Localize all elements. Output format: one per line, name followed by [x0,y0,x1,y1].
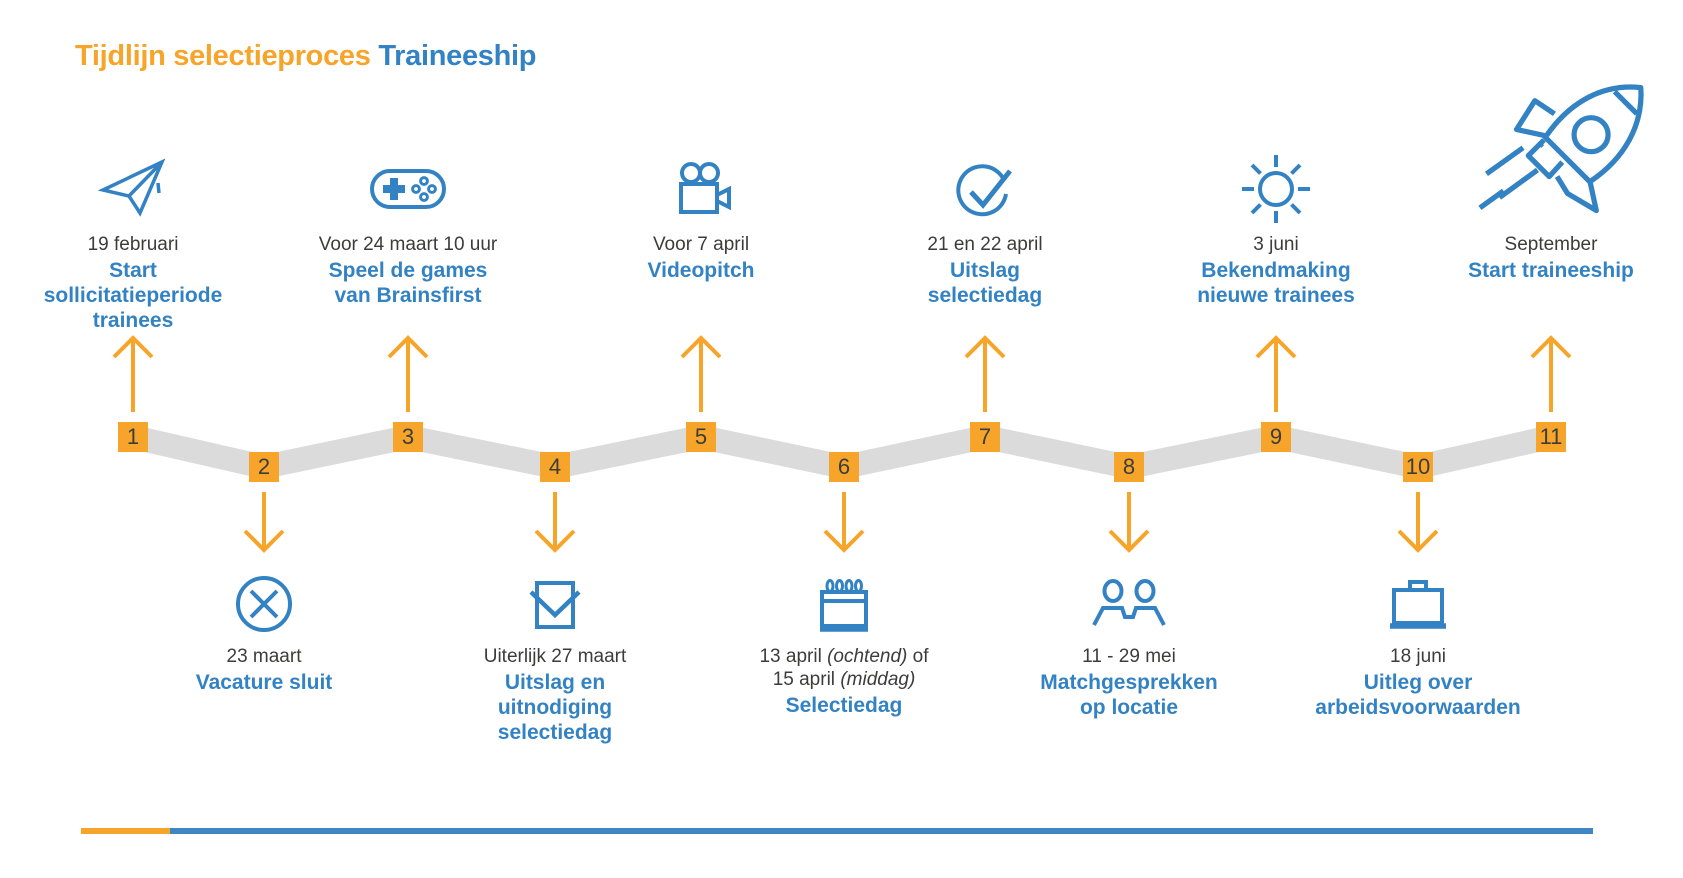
down-arrow-icon [1108,492,1150,553]
item-date: 21 en 22 april [927,234,1043,255]
item-date: 19 februari [87,234,179,255]
step-number-badge: 9 [1261,422,1291,452]
step-number-badge: 10 [1403,452,1433,482]
item-label: Selectiedag [785,694,903,717]
step-number-badge: 6 [829,452,859,482]
step-number-badge: 1 [118,422,148,452]
item-label: Start traineeship [1468,259,1634,282]
item-date: 23 maart [226,646,302,667]
item-date: 13 april (ochtend) of 15 april (middag) [759,646,929,690]
item-label: Speel de games van Brainsfirst [328,259,488,307]
page-title: Tijdlijn selectieproces Traineeship [75,40,537,73]
item-date: Uiterlijk 27 maart [483,646,627,667]
step-number-badge: 4 [540,452,570,482]
item-text: Voor 24 maart 10 uur Speel de games van B… [280,233,536,308]
item-text: 3 juni Bekendmaking nieuwe trainees [1148,233,1404,308]
item-label: Videopitch [647,259,755,282]
step-number-badge: 11 [1536,422,1566,452]
rocket-icon [1476,76,1646,230]
item-label: Start sollicitatieperiode trainees [43,259,223,332]
up-arrow-icon [964,335,1006,412]
item-label: Uitleg over arbeidsvoorwaarden [1315,671,1521,719]
item-text: 21 en 22 april Uitslag selectiedag [857,233,1113,308]
up-arrow-icon [112,335,154,412]
item-date: 18 juni [1390,646,1446,667]
item-label: Matchgesprekken op locatie [1040,671,1218,719]
item-label: Uitslag selectiedag [927,259,1043,307]
item-date: 11 - 29 mei [1082,646,1176,667]
footer-line-blue-segment [170,828,1593,834]
people-icon [1091,568,1167,640]
item-text: 18 juni Uitleg over arbeidsvoorwaarden [1290,645,1546,720]
down-arrow-icon [243,492,285,553]
up-arrow-icon [387,335,429,412]
down-arrow-icon [1397,492,1439,553]
up-arrow-icon [680,335,722,412]
check-circle-icon [953,152,1017,226]
item-date: Voor 7 april [652,234,750,255]
item-date: September [1504,234,1598,255]
item-text: 13 april (ochtend) of 15 april (middag) S… [716,645,972,718]
title-part-orange: Tijdlijn selectieproces [75,40,371,72]
envelope-icon [523,568,587,640]
item-text: Voor 7 april Videopitch [573,233,829,283]
item-label: Bekendmaking nieuwe trainees [1197,259,1355,307]
step-number-badge: 2 [249,452,279,482]
up-arrow-icon [1255,335,1297,412]
item-date: 3 juni [1253,234,1299,255]
video-camera-icon [668,152,734,226]
step-number-badge: 8 [1114,452,1144,482]
calendar-icon [811,568,877,640]
down-arrow-icon [534,492,576,553]
item-text: Uiterlijk 27 maart Uitslag en uitnodiging… [427,645,683,745]
item-label: Uitslag en uitnodiging selectiedag [497,671,613,744]
briefcase-icon [1380,568,1456,640]
up-arrow-icon [1530,335,1572,412]
cross-circle-icon [232,568,296,640]
game-controller-icon [368,152,448,226]
down-arrow-icon [823,492,865,553]
item-text: 19 februari Start sollicitatieperiode trai… [5,233,261,333]
item-date: Voor 24 maart 10 uur [318,234,498,255]
step-number-badge: 5 [686,422,716,452]
step-number-badge: 7 [970,422,1000,452]
paper-plane-icon [98,152,168,226]
title-part-blue: Traineeship [378,40,537,72]
item-label: Vacature sluit [195,671,333,694]
footer-line-orange-segment [81,828,170,834]
step-number-badge: 3 [393,422,423,452]
item-text: 11 - 29 mei Matchgesprekken op locatie [1001,645,1257,720]
item-text: 23 maart Vacature sluit [136,645,392,695]
sun-icon [1239,152,1313,226]
item-text: September Start traineeship [1423,233,1679,283]
